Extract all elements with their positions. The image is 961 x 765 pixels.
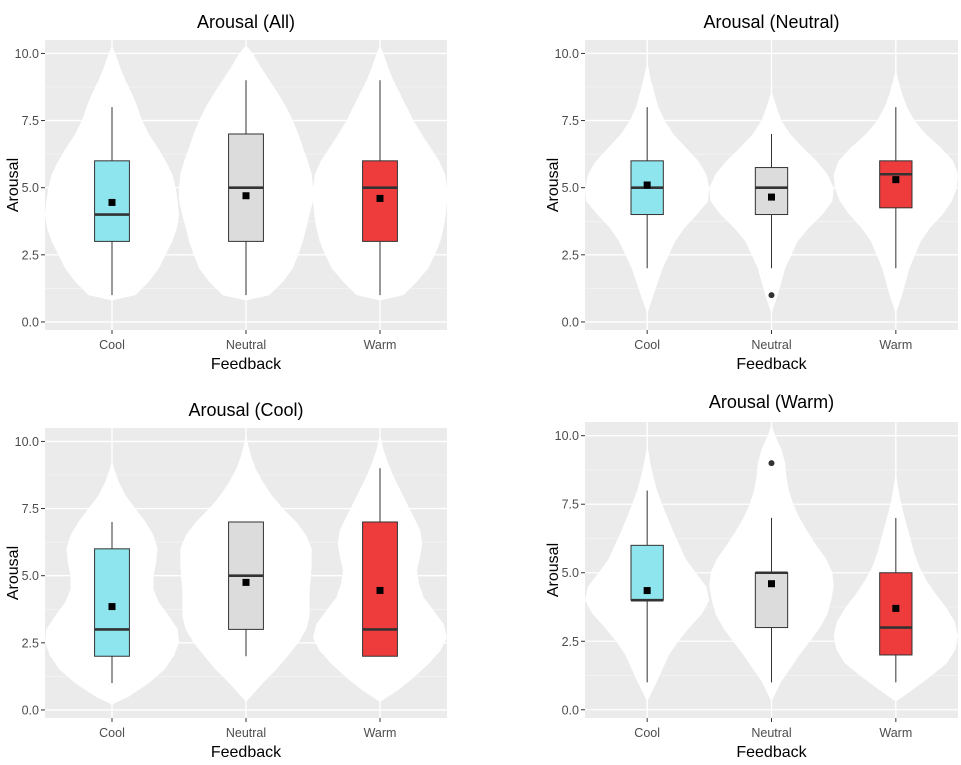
y-tick-label: 2.5 — [22, 248, 39, 262]
y-tick-label: 0.0 — [22, 315, 39, 329]
box-neutral — [754, 572, 789, 629]
x-tick-label: Neutral — [751, 726, 791, 740]
box-warm — [879, 572, 913, 656]
box-warm — [879, 160, 913, 209]
chart-title: Arousal (All) — [197, 12, 295, 32]
chart-panel-1: 0.0 2.5 5.0 7.5 10.0 Cool Neutral Warm Arousal (… — [5, 12, 447, 373]
y-tick-label: 7.5 — [22, 114, 39, 128]
x-axis-title: Feedback — [211, 744, 282, 761]
box-cool — [94, 548, 130, 657]
mean-marker-neutral — [768, 193, 775, 201]
y-tick-label: 0.0 — [562, 315, 579, 329]
y-tick-label: 5.0 — [22, 569, 39, 583]
x-axis-title: Feedback — [736, 356, 807, 373]
x-axis-title: Feedback — [736, 744, 807, 761]
mean-marker-neutral — [242, 578, 250, 586]
y-tick-label: 2.5 — [22, 636, 39, 650]
y-tick-label: 2.5 — [562, 248, 579, 262]
box-neutral — [754, 167, 789, 216]
y-tick-label: 5.0 — [562, 566, 579, 580]
mean-marker-warm — [892, 176, 900, 184]
y-tick-label: 10.0 — [15, 47, 39, 61]
y-tick-label: 2.5 — [562, 635, 579, 649]
x-tick-label: Cool — [99, 726, 125, 740]
mean-marker-cool — [108, 603, 116, 611]
y-tick-label: 7.5 — [562, 498, 579, 512]
y-axis-title: Arousal — [5, 546, 22, 600]
x-tick-label: Neutral — [226, 726, 266, 740]
x-axis-title: Feedback — [211, 356, 282, 373]
y-tick-label: 10.0 — [15, 435, 39, 449]
outlier-point-neutral — [768, 292, 775, 299]
y-tick-label: 10.0 — [555, 47, 579, 61]
x-tick-label: Warm — [364, 726, 397, 740]
y-axis-title: Arousal — [5, 158, 22, 212]
y-tick-label: 0.0 — [562, 703, 579, 717]
chart-panel-2: 0.0 2.5 5.0 7.5 10.0 Cool Neutral Warm Arousal (… — [545, 12, 958, 373]
mean-marker-cool — [643, 181, 651, 189]
x-tick-label: Warm — [364, 338, 397, 352]
y-tick-label: 7.5 — [22, 502, 39, 516]
mean-marker-cool — [643, 587, 651, 595]
chart-title: Arousal (Cool) — [188, 400, 303, 420]
mean-marker-cool — [108, 198, 116, 206]
outlier-point-neutral — [768, 460, 775, 467]
chart-title: Arousal (Warm) — [709, 392, 834, 412]
chart-title: Arousal (Neutral) — [703, 12, 839, 32]
x-tick-label: Cool — [634, 338, 660, 352]
mean-marker-neutral — [768, 580, 775, 588]
y-tick-label: 7.5 — [562, 114, 579, 128]
y-axis-title: Arousal — [545, 158, 562, 212]
y-tick-label: 5.0 — [562, 181, 579, 195]
y-tick-label: 5.0 — [22, 181, 39, 195]
mean-marker-neutral — [242, 192, 250, 200]
x-tick-label: Neutral — [751, 338, 791, 352]
x-tick-label: Neutral — [226, 338, 266, 352]
chart-panel-4: 0.0 2.5 5.0 7.5 10.0 Cool Neutral Warm Arousal (… — [545, 392, 958, 761]
mean-marker-warm — [892, 604, 900, 612]
x-tick-label: Warm — [879, 338, 912, 352]
chart-panel-3: 0.0 2.5 5.0 7.5 10.0 Cool Neutral Warm Arousal (… — [5, 400, 447, 761]
y-axis-title: Arousal — [545, 543, 562, 597]
x-tick-label: Cool — [99, 338, 125, 352]
y-tick-label: 10.0 — [555, 429, 579, 443]
mean-marker-warm — [376, 586, 384, 594]
x-tick-label: Cool — [634, 726, 660, 740]
y-tick-label: 0.0 — [22, 703, 39, 717]
x-tick-label: Warm — [879, 726, 912, 740]
mean-marker-warm — [376, 194, 384, 202]
